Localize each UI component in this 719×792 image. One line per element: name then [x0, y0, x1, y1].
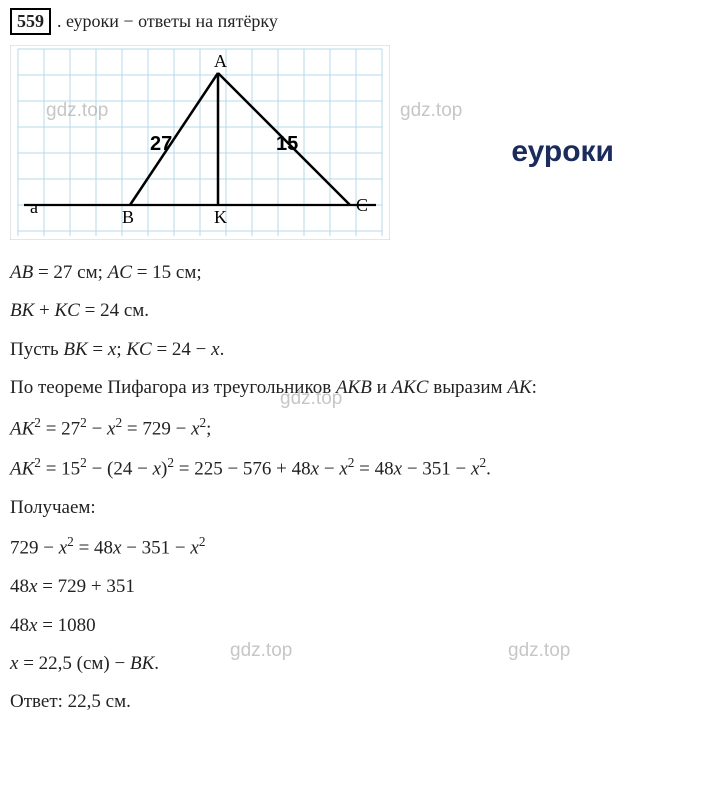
var-akc: AKC: [392, 377, 429, 398]
text: .: [486, 459, 491, 480]
text: и: [372, 377, 392, 398]
solution-line-9: 48x = 729 + 351: [10, 572, 709, 602]
text: − (24 −: [87, 459, 153, 480]
text: По теореме Пифагора из треугольников: [10, 377, 336, 398]
var-bk: BK: [63, 339, 87, 360]
text: = 27 см;: [33, 262, 107, 283]
svg-text:A: A: [214, 51, 227, 71]
text: +: [34, 300, 54, 321]
text: :: [532, 377, 537, 398]
solution-line-4: По теореме Пифагора из треугольников AKB…: [10, 373, 709, 403]
var-x: x: [211, 339, 219, 360]
var-x: x: [394, 459, 402, 480]
text: = 48: [74, 538, 113, 559]
answer-line: Ответ: 22,5 см.: [10, 687, 709, 717]
solution-line-7: Получаем:: [10, 493, 709, 523]
var-x: x: [191, 418, 199, 439]
header-text: . еуроки − ответы на пятёрку: [57, 11, 278, 32]
exp: 2: [199, 534, 206, 549]
text: = 48: [354, 459, 393, 480]
var-bk: BK: [130, 653, 154, 674]
solution-line-3: Пусть BK = x; KC = 24 − x.: [10, 335, 709, 365]
svg-text:B: B: [122, 207, 134, 227]
svg-text:27: 27: [150, 133, 172, 155]
text: = 225 − 576 + 48: [174, 459, 311, 480]
text: 48: [10, 615, 29, 636]
text: 729 −: [10, 538, 59, 559]
solution-line-10: 48x = 1080: [10, 611, 709, 641]
var-x: x: [153, 459, 161, 480]
text: = 24 см.: [80, 300, 149, 321]
text: − 351 −: [121, 538, 190, 559]
text: = 15 см;: [132, 262, 202, 283]
exp: 2: [67, 534, 74, 549]
text: ;: [116, 339, 126, 360]
text: = 27: [41, 418, 80, 439]
text: − 351 −: [402, 459, 471, 480]
exp: 2: [80, 415, 87, 430]
text: ;: [206, 418, 211, 439]
header: 559 . еуроки − ответы на пятёрку: [10, 8, 709, 35]
text: =: [88, 339, 108, 360]
var-akb: AKB: [336, 377, 372, 398]
solution-line-11: x = 22,5 (см) − BK.: [10, 649, 709, 679]
var-bk: BK: [10, 300, 34, 321]
text: = 24 −: [152, 339, 211, 360]
exp: 2: [80, 455, 87, 470]
text: = 1080: [37, 615, 95, 636]
var-kc: KC: [55, 300, 80, 321]
var-x: x: [311, 459, 319, 480]
text: = 15: [41, 459, 80, 480]
text: .: [154, 653, 159, 674]
watermark: gdz.top: [400, 100, 462, 122]
text: выразим: [428, 377, 507, 398]
svg-text:K: K: [214, 207, 227, 227]
problem-number: 559: [10, 8, 51, 35]
geometry-figure: A B K Ca 27 15: [10, 45, 390, 240]
var-x: x: [339, 459, 347, 480]
exp: 2: [34, 415, 41, 430]
svg-text:a: a: [30, 197, 38, 217]
var-ak: AK: [10, 418, 34, 439]
solution-line-6: AK2 = 152 − (24 − x)2 = 225 − 576 + 48x …: [10, 452, 709, 485]
figure-svg: A B K Ca 27 15: [10, 45, 390, 240]
solution-line-8: 729 − x2 = 48x − 351 − x2: [10, 531, 709, 564]
var-ak: AK: [507, 377, 531, 398]
svg-text:C: C: [356, 195, 368, 215]
var-kc: KC: [126, 339, 151, 360]
euroki-logo: еуроки: [511, 135, 614, 169]
text: −: [319, 459, 339, 480]
text: = 729 + 351: [37, 576, 134, 597]
text: = 729 −: [122, 418, 191, 439]
solution-line-2: BK + KC = 24 см.: [10, 296, 709, 326]
text: .: [220, 339, 225, 360]
var-ak: AK: [10, 459, 34, 480]
exp: 2: [34, 455, 41, 470]
text: 48: [10, 576, 29, 597]
text: Пусть: [10, 339, 63, 360]
solution-line-1: AB = 27 см; AC = 15 см;: [10, 258, 709, 288]
var-ac: AC: [108, 262, 132, 283]
text: −: [87, 418, 107, 439]
var-x: x: [59, 538, 67, 559]
exp: 2: [167, 455, 174, 470]
var-ab: AB: [10, 262, 33, 283]
svg-text:15: 15: [276, 133, 298, 155]
solution-line-5: AK2 = 272 − x2 = 729 − x2;: [10, 412, 709, 445]
text: = 22,5 (см) −: [18, 653, 130, 674]
var-x: x: [190, 538, 198, 559]
